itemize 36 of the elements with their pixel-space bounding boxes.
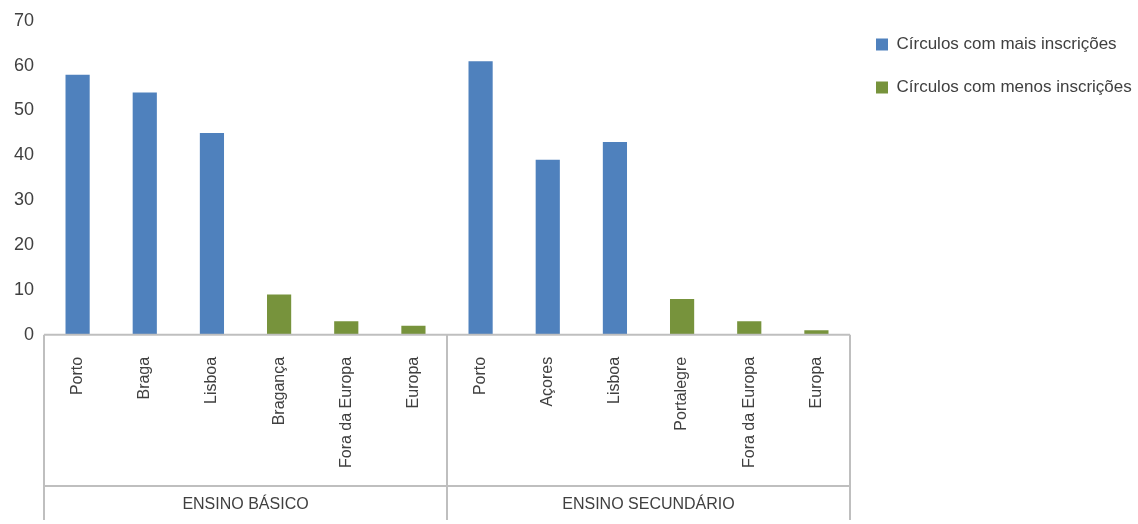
y-tick-label: 50: [13, 99, 35, 120]
y-tick-label: 60: [13, 54, 35, 75]
x-tick-label: Lisboa: [202, 356, 220, 404]
x-tick-label: Europa: [403, 356, 421, 409]
y-tick-label: 10: [13, 278, 35, 299]
y-tick-label: 40: [13, 144, 35, 165]
x-tick-label: Fora da Europa: [336, 356, 354, 469]
y-tick-label: 20: [13, 234, 35, 255]
bar: [132, 92, 157, 335]
bar: [804, 330, 829, 335]
y-tick-label: 70: [13, 9, 35, 30]
bar: [737, 321, 762, 335]
bar: [670, 298, 695, 335]
x-tick-label: Bragança: [269, 356, 287, 426]
bar: [468, 61, 493, 335]
text: ENSINO BÁSICO: [182, 494, 309, 513]
bar: [267, 294, 292, 335]
x-tick-label: Lisboa: [605, 356, 623, 404]
legend-label: Círculos com menos inscrições: [896, 77, 1132, 97]
x-tick-label: Braga: [135, 356, 153, 400]
y-tick-label: 0: [24, 323, 35, 344]
x-tick-label: Porto: [68, 356, 86, 396]
x-tick-label: Fora da Europa: [739, 356, 757, 469]
bar: [401, 325, 426, 335]
bar: [602, 141, 628, 335]
bar: [199, 132, 225, 335]
x-tick-label: Açores: [538, 356, 556, 407]
x-tick-label: Portalegre: [672, 356, 690, 431]
x-tick-label: Porto: [471, 356, 488, 396]
text: ENSINO SECUNDÁRIO: [562, 494, 735, 513]
bar: [334, 321, 359, 335]
legend-label: Círculos com mais inscrições: [896, 34, 1117, 54]
bar: [65, 74, 90, 335]
bar: [535, 159, 560, 335]
x-tick-label: Europa: [806, 356, 824, 409]
y-tick-label: 30: [13, 189, 35, 210]
